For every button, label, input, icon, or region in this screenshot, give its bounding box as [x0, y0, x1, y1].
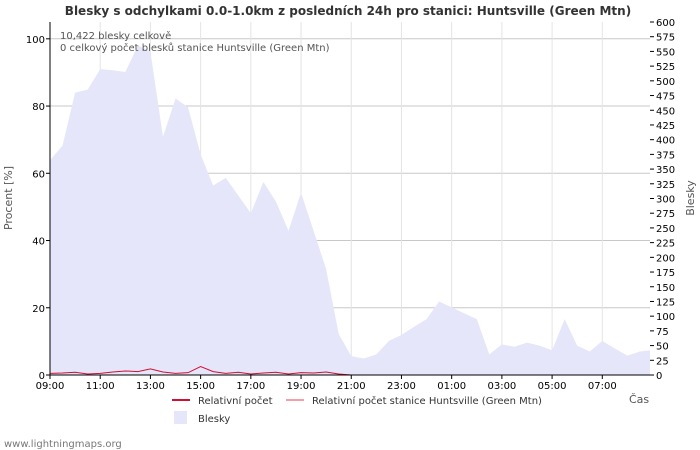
legend-label-station: Relativní počet stanice Huntsville (Gree…	[312, 395, 542, 407]
right-tick-label-575: 575	[656, 33, 675, 44]
y-axis-right-label: Blesky	[684, 180, 697, 216]
legend: Relativní počet Relativní počet stanice …	[172, 395, 542, 425]
left-tick-label-20: 20	[32, 304, 45, 315]
right-tick-label-200: 200	[656, 253, 675, 264]
left-tick-label-40: 40	[32, 237, 45, 248]
left-axis-ticks: 0 20 40 60 80 100	[26, 35, 50, 382]
footer-site: www.lightningmaps.org	[4, 439, 122, 450]
right-tick-label-300: 300	[656, 195, 675, 206]
chart-title: Blesky s odchylkami 0.0-1.0km z poslední…	[65, 4, 631, 18]
x-tick-label-01:00: 01:00	[437, 381, 466, 392]
right-tick-label-75: 75	[656, 327, 669, 338]
right-tick-label-325: 325	[656, 180, 675, 191]
station-strikes-note: 0 celkový počet blesků stanice Huntsvill…	[60, 42, 330, 54]
x-tick-label-09:00: 09:00	[36, 381, 65, 392]
x-tick-label-13:00: 13:00	[136, 381, 165, 392]
right-tick-label-125: 125	[656, 297, 675, 308]
right-axis-ticks: 0 25 50 75 100 125 150 175 200 225 250 275 300 325 350…	[650, 18, 675, 382]
relative-line-layer	[49, 366, 352, 376]
right-tick-label-350: 350	[656, 165, 675, 176]
x-axis-label: Čas	[629, 393, 649, 406]
right-tick-label-475: 475	[656, 92, 675, 103]
blesky-area	[50, 45, 650, 376]
x-axis-ticks: 09:00 11:00 13:00 15:00 17:00 19:00 21:00 23:00…	[36, 375, 617, 392]
right-tick-label-25: 25	[656, 356, 669, 367]
x-tick-label-23:00: 23:00	[387, 381, 416, 392]
left-tick-label-100: 100	[26, 35, 45, 46]
right-tick-label-400: 400	[656, 136, 675, 147]
right-tick-label-450: 450	[656, 106, 675, 117]
legend-swatch-blesky	[174, 411, 187, 424]
right-tick-label-600: 600	[656, 18, 675, 29]
y-axis-left-label: Procent [%]	[2, 166, 15, 230]
right-tick-label-250: 250	[656, 224, 675, 235]
x-tick-label-11:00: 11:00	[86, 381, 115, 392]
blesky-area-layer	[50, 45, 650, 376]
x-tick-label-07:00: 07:00	[588, 381, 617, 392]
left-tick-label-80: 80	[32, 102, 45, 113]
x-tick-label-17:00: 17:00	[236, 381, 265, 392]
right-tick-label-225: 225	[656, 239, 675, 250]
right-tick-label-375: 375	[656, 150, 675, 161]
right-tick-label-50: 50	[656, 342, 669, 353]
left-tick-label-60: 60	[32, 169, 45, 180]
legend-label-relative: Relativní počet	[198, 395, 273, 407]
total-strikes-note: 10,422 blesky celkově	[60, 30, 171, 42]
x-tick-label-15:00: 15:00	[186, 381, 215, 392]
right-tick-label-0: 0	[656, 371, 662, 382]
right-tick-label-425: 425	[656, 121, 675, 132]
x-tick-label-19:00: 19:00	[287, 381, 316, 392]
right-tick-label-525: 525	[656, 62, 675, 73]
right-tick-label-100: 100	[656, 312, 675, 323]
right-tick-label-550: 550	[656, 47, 675, 58]
x-tick-label-05:00: 05:00	[538, 381, 567, 392]
legend-label-blesky: Blesky	[198, 414, 230, 425]
right-tick-label-275: 275	[656, 209, 675, 220]
right-tick-label-175: 175	[656, 268, 675, 279]
x-tick-label-03:00: 03:00	[487, 381, 516, 392]
relative-count-line	[49, 366, 352, 376]
right-tick-label-500: 500	[656, 77, 675, 88]
x-tick-label-21:00: 21:00	[337, 381, 366, 392]
right-tick-label-150: 150	[656, 283, 675, 294]
left-tick-label-0: 0	[39, 371, 45, 382]
